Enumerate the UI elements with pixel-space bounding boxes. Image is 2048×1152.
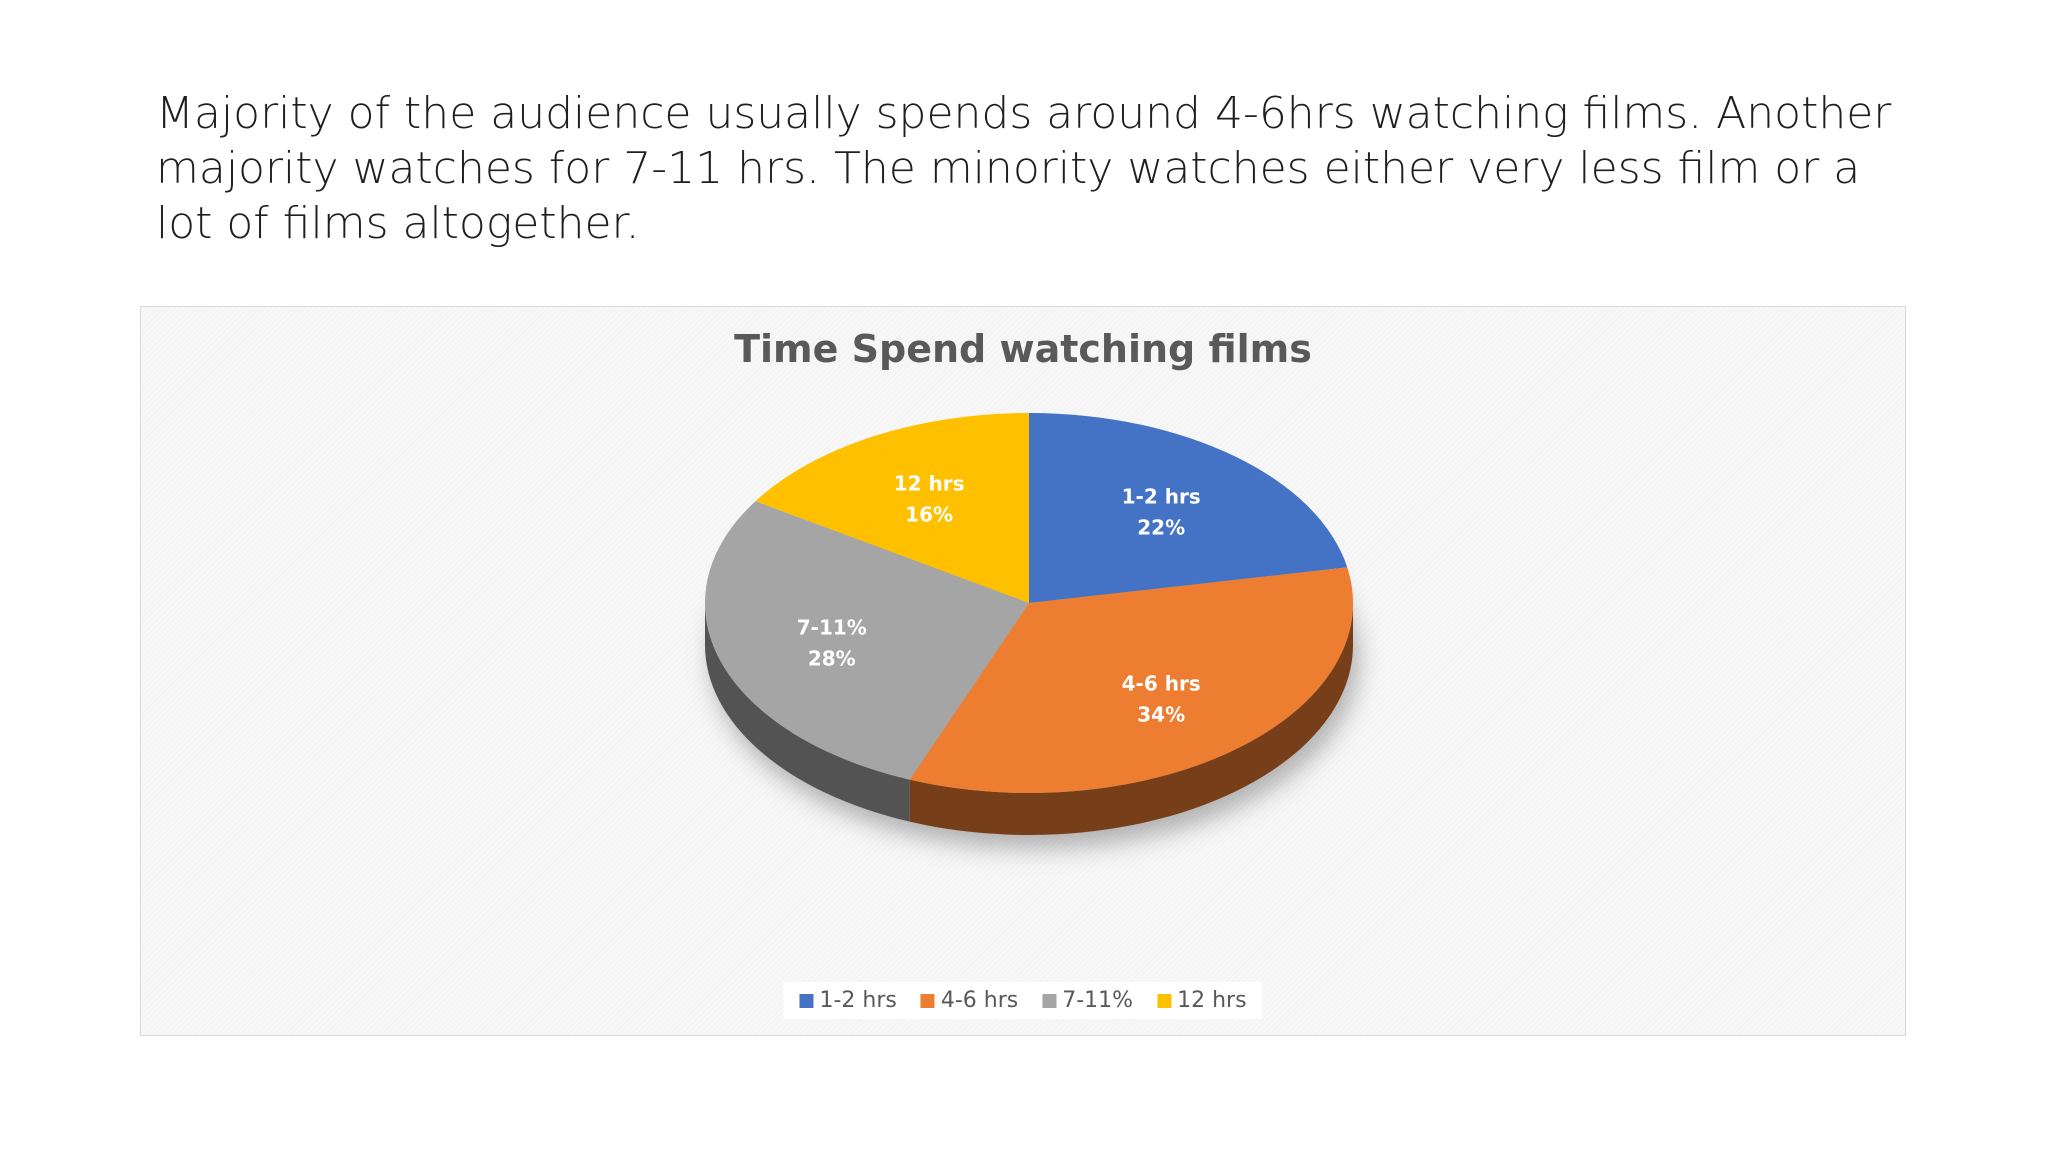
legend-swatch-1 xyxy=(799,993,814,1008)
legend-label-1: 1-2 hrs xyxy=(819,988,897,1013)
data-label-value-3: 28% xyxy=(808,647,856,671)
data-label-category-2: 4-6 hrs xyxy=(1122,672,1201,696)
data-label-category-4: 12 hrs xyxy=(894,471,965,495)
legend-item-4: 12 hrs xyxy=(1157,988,1247,1013)
pie-slice-1 xyxy=(1029,413,1348,603)
legend-label-4: 12 hrs xyxy=(1177,988,1247,1013)
data-label-value-2: 34% xyxy=(1137,703,1185,727)
legend-item-2: 4-6 hrs xyxy=(920,988,1019,1013)
data-label-value-4: 16% xyxy=(905,502,953,526)
pie-slice-2 xyxy=(909,567,1354,793)
legend-label-2: 4-6 hrs xyxy=(940,988,1019,1013)
chart-title: Time Spend watching films xyxy=(734,327,1312,371)
data-label-category-1: 1-2 hrs xyxy=(1122,484,1201,508)
legend-swatch-2 xyxy=(920,993,935,1008)
pie-slice-4 xyxy=(755,413,1029,603)
legend-label-3: 7-11% xyxy=(1062,988,1134,1013)
pie-side-2 xyxy=(909,603,1353,835)
data-label-category-3: 7-11% xyxy=(797,616,867,640)
pie-chart: 1-2 hrs 22% 4-6 hrs 34% 7-11% 28% 12 hrs 16% xyxy=(705,413,1359,849)
legend-swatch-3 xyxy=(1042,993,1057,1008)
legend-swatch-4 xyxy=(1157,993,1172,1008)
chart-area: Time Spend watching films 1-2 hrs 22% 4-6 … xyxy=(140,306,1906,1036)
legend-item-1: 1-2 hrs xyxy=(799,988,897,1013)
legend-item-3: 7-11% xyxy=(1042,988,1133,1013)
chart-legend: 1-2 hrs 4-6 hrs 7-11% 12 hrs xyxy=(783,982,1263,1019)
data-label-value-1: 22% xyxy=(1137,515,1185,539)
slide-body-text: Majority of the audience usually spends … xyxy=(156,88,1892,249)
pie-slice-3 xyxy=(705,501,1029,780)
pie-side-3 xyxy=(705,603,910,822)
